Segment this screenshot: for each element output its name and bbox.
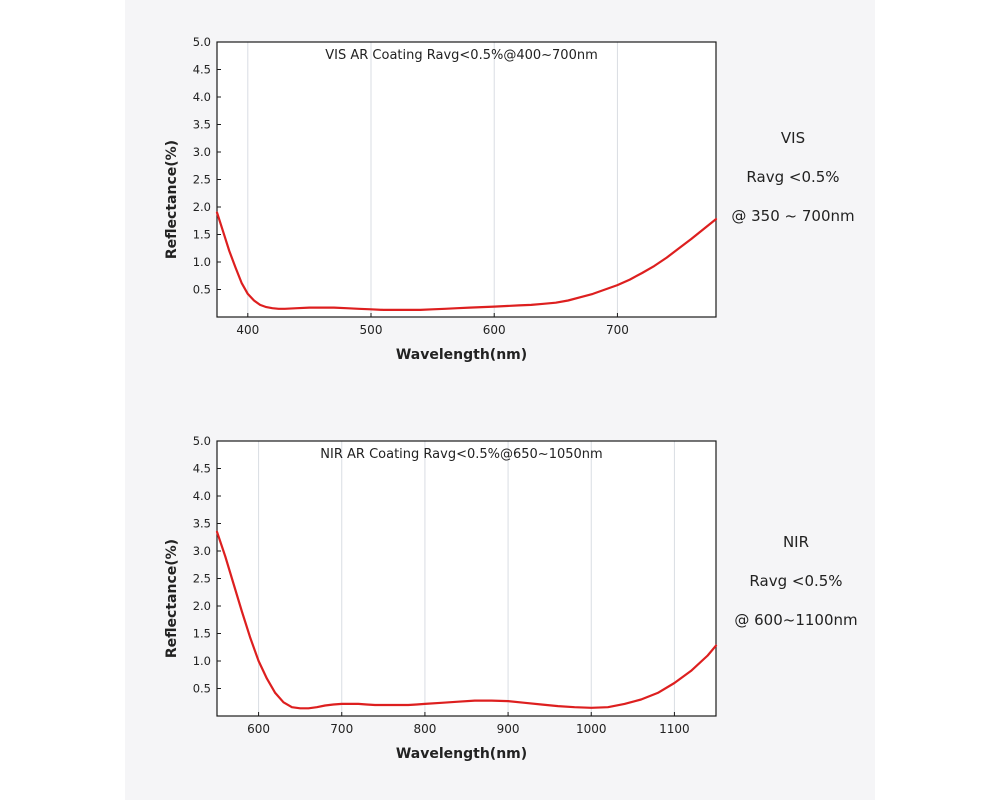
reflectance-curve: [215, 211, 718, 311]
plot-area: [217, 441, 716, 716]
y-tick-label: 5.0: [193, 434, 211, 448]
x-tick-label: 700: [330, 722, 353, 736]
y-tick-label: 3.5: [193, 517, 211, 531]
y-tick-label: 5.0: [193, 35, 211, 49]
y-tick-label: 3.0: [193, 544, 211, 558]
x-tick-label: 1000: [576, 722, 607, 736]
y-tick-label: 0.5: [193, 682, 211, 696]
reflectance-curve: [215, 530, 718, 710]
x-tick-label: 700: [606, 323, 629, 337]
x-axis-label: Wavelength(nm): [396, 347, 527, 363]
x-axis-label: Wavelength(nm): [396, 746, 527, 762]
x-tick-label: 600: [483, 323, 506, 337]
nir-chart: 0.5 1.0 1.5 2.0 2.5 3.0 3.5 4.0 4.5 5.0 600 700 800 9…: [164, 434, 718, 762]
y-tick-label: 4.5: [193, 462, 211, 476]
y-tick-label: 3.0: [193, 145, 211, 159]
y-tick-label: 2.5: [193, 173, 211, 187]
chart-title: VIS AR Coating Ravg<0.5%@400~700nm: [325, 48, 598, 63]
x-tick-label: 600: [247, 722, 270, 736]
y-tick-label: 4.0: [193, 489, 211, 503]
y-tick-label: 3.5: [193, 118, 211, 132]
x-tick-label: 1100: [659, 722, 690, 736]
y-tick-label: 2.5: [193, 572, 211, 586]
y-tick-label: 2.0: [193, 599, 211, 613]
x-tick-label: 400: [236, 323, 259, 337]
x-tick-label: 500: [360, 323, 383, 337]
nir-side-title: NIR: [782, 533, 810, 551]
y-tick-label: 4.5: [193, 63, 211, 77]
y-tick-label: 1.0: [193, 654, 211, 668]
nir-side-ravg: Ravg <0.5%: [749, 572, 843, 590]
chart-title: NIR AR Coating Ravg<0.5%@650~1050nm: [320, 447, 602, 462]
vis-side-ravg: Ravg <0.5%: [746, 168, 840, 186]
plot-area: [217, 42, 716, 317]
nir-side-label: NIR Ravg <0.5% @ 600~1100nm: [716, 523, 876, 640]
y-axis-label: Reflectance(%): [164, 539, 180, 658]
nir-side-range: @ 600~1100nm: [734, 611, 858, 629]
y-tick-label: 4.0: [193, 90, 211, 104]
vis-side-label: VIS Ravg <0.5% @ 350 ~ 700nm: [713, 119, 873, 236]
vis-chart: 0.5 1.0 1.5 2.0 2.5 3.0 3.5 4.0 4.5 5.0 400 500 600 7…: [164, 35, 718, 363]
x-tick-label: 800: [413, 722, 436, 736]
y-tick-label: 1.0: [193, 255, 211, 269]
y-tick-label: 2.0: [193, 200, 211, 214]
y-tick-label: 1.5: [193, 228, 211, 242]
y-axis-label: Reflectance(%): [164, 140, 180, 259]
y-tick-label: 1.5: [193, 627, 211, 641]
vis-side-range: @ 350 ~ 700nm: [731, 207, 855, 225]
vis-side-title: VIS: [780, 129, 806, 147]
y-tick-label: 0.5: [193, 283, 211, 297]
x-tick-label: 900: [497, 722, 520, 736]
